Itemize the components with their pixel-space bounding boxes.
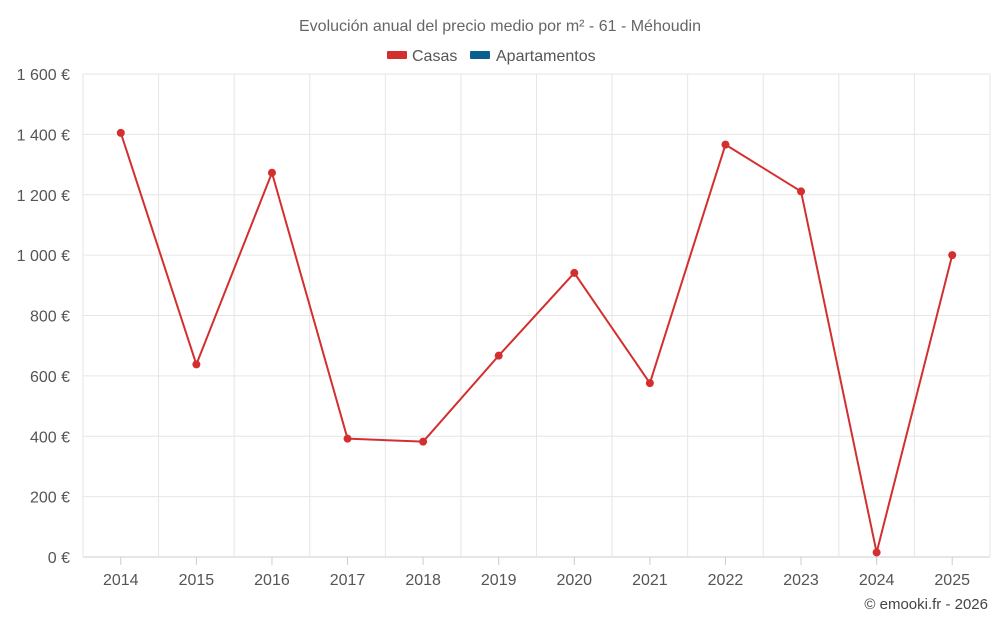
x-tick-label: 2014 — [103, 572, 139, 589]
x-axis: 2014 2015 2016 2017 2018 2019 2020 2021 2022 2023… — [103, 557, 970, 589]
data-point-casas[interactable] — [721, 140, 730, 149]
y-tick-label: 800 € — [30, 309, 70, 326]
data-point-casas[interactable] — [419, 437, 428, 446]
x-tick-label: 2021 — [632, 572, 668, 589]
data-point-casas[interactable] — [343, 434, 352, 443]
legend-label-casas: Casas — [412, 48, 457, 65]
x-tick-label: 2025 — [934, 572, 970, 589]
legend-label-apartamentos: Apartamentos — [496, 48, 596, 65]
x-tick-label: 2018 — [405, 572, 441, 589]
y-tick-label: 1 200 € — [17, 188, 70, 205]
data-point-casas[interactable] — [267, 168, 276, 177]
x-tick-label: 2016 — [254, 572, 290, 589]
data-point-casas[interactable] — [797, 187, 806, 196]
data-point-casas[interactable] — [116, 128, 125, 137]
data-point-casas[interactable] — [494, 351, 503, 360]
legend-swatch-casas — [387, 51, 407, 59]
x-tick-label: 2019 — [481, 572, 517, 589]
credit-text: © emooki.fr - 2026 — [864, 596, 988, 613]
data-point-casas[interactable] — [872, 548, 881, 557]
x-tick-label: 2015 — [179, 572, 215, 589]
series-layer — [116, 128, 957, 557]
y-axis: 0 € 200 € 400 € 600 € 800 € 1 000 € 1 200 € 1 4… — [17, 67, 70, 567]
y-tick-label: 1 600 € — [17, 67, 70, 84]
y-tick-label: 1 000 € — [17, 248, 70, 265]
data-point-casas[interactable] — [645, 379, 654, 388]
y-tick-label: 0 € — [48, 550, 70, 567]
y-tick-label: 200 € — [30, 490, 70, 507]
legend-item-casas[interactable]: Casas — [387, 48, 457, 65]
legend: Casas Apartamentos — [387, 48, 596, 65]
chart-title: Evolución anual del precio medio por m² … — [299, 18, 701, 35]
legend-item-apartamentos[interactable]: Apartamentos — [470, 48, 596, 65]
y-tick-label: 400 € — [30, 429, 70, 446]
x-tick-label: 2024 — [859, 572, 895, 589]
x-tick-label: 2017 — [330, 572, 366, 589]
y-tick-label: 600 € — [30, 369, 70, 386]
x-tick-label: 2023 — [783, 572, 819, 589]
x-tick-label: 2020 — [556, 572, 592, 589]
series-line-casas — [119, 132, 954, 554]
grid — [82, 73, 991, 558]
data-point-casas[interactable] — [570, 268, 579, 277]
x-tick-label: 2022 — [708, 572, 744, 589]
data-point-casas[interactable] — [948, 251, 957, 260]
legend-swatch-apartamentos — [470, 51, 490, 59]
data-point-casas[interactable] — [192, 360, 201, 369]
y-tick-label: 1 400 € — [17, 127, 70, 144]
